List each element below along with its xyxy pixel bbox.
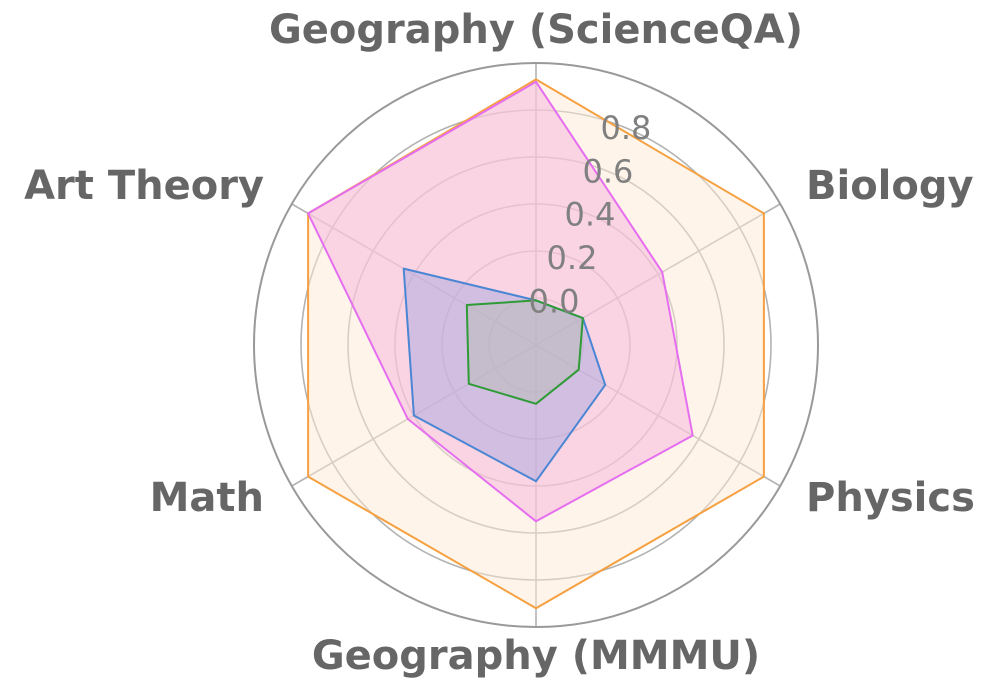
r-tick-label-2: 0.4	[565, 196, 616, 234]
series-3-line	[465, 299, 584, 405]
series-1-line	[307, 80, 694, 523]
axis-label-0: Geography (ScienceQA)	[269, 7, 803, 53]
outer-ring-layer	[253, 62, 819, 628]
r-tick-label-1: 0.2	[547, 239, 598, 277]
tick-label-layer: 0.0 0.2 0.4 0.6 0.8	[529, 109, 652, 321]
axis-label-3: Geography (MMMU)	[312, 633, 760, 679]
axis-label-4: Math	[150, 475, 264, 521]
r-tick-label-4: 0.8	[600, 109, 651, 147]
axis-label-1: Biology	[806, 163, 974, 209]
series-layer	[307, 78, 765, 610]
r-tick-label-3: 0.6	[582, 152, 633, 190]
axis-label-2: Physics	[806, 475, 975, 521]
series-3-area	[466, 300, 583, 404]
outer-ring	[253, 62, 819, 628]
axis-label-5: Art Theory	[24, 163, 264, 209]
axis-label-layer: Geography (ScienceQA) Biology Physics Geogr…	[24, 7, 975, 679]
r-tick-label-0: 0.0	[529, 283, 580, 321]
